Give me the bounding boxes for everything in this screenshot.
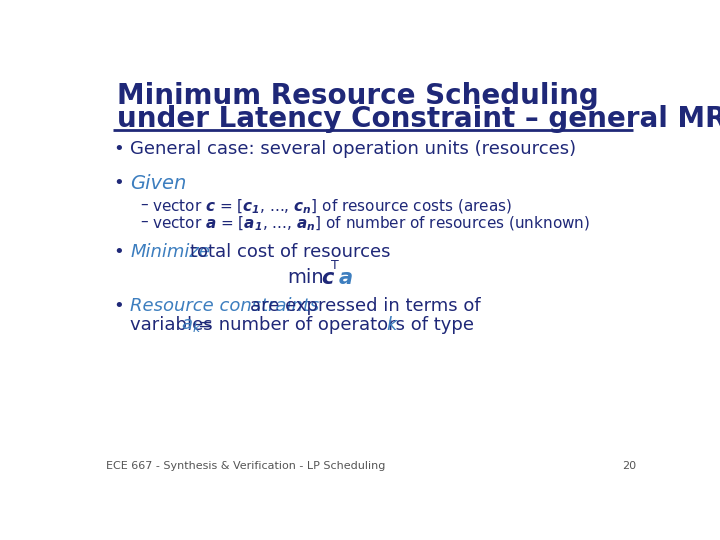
Text: ECE 667 - Synthesis & Verification - LP Scheduling: ECE 667 - Synthesis & Verification - LP …	[106, 461, 385, 471]
Text: •: •	[113, 140, 124, 158]
Text: total cost of resources: total cost of resources	[190, 244, 390, 261]
Text: vector $\bfit{a}$ = [$\bfit{a}_1$, ..., $\bfit{a}_n$] of number of resources (un: vector $\bfit{a}$ = [$\bfit{a}_1$, ..., …	[152, 214, 590, 233]
Text: Minimum Resource Scheduling: Minimum Resource Scheduling	[117, 82, 599, 110]
Text: 20: 20	[622, 461, 636, 471]
Text: $a_k$: $a_k$	[181, 316, 202, 334]
Text: •: •	[113, 174, 124, 192]
Text: under Latency Constraint – general MR-LC: under Latency Constraint – general MR-LC	[117, 105, 720, 133]
Text: Minimize: Minimize	[130, 244, 210, 261]
Text: Given: Given	[130, 174, 186, 193]
Text: –: –	[140, 214, 148, 229]
Text: General case: several operation units (resources): General case: several operation units (r…	[130, 140, 577, 158]
Text: –: –	[140, 197, 148, 212]
Text: T: T	[331, 259, 339, 272]
Text: $\bfit{c}$: $\bfit{c}$	[321, 268, 335, 288]
Text: min: min	[287, 268, 324, 287]
Text: Resource constraints: Resource constraints	[130, 298, 320, 315]
Text: vector $\bfit{c}$ = [$\bfit{c}_1$, ..., $\bfit{c}_n$] of resource costs (areas): vector $\bfit{c}$ = [$\bfit{c}_1$, ..., …	[152, 197, 512, 215]
Text: = number of operators of type: = number of operators of type	[199, 316, 480, 334]
Text: $k$: $k$	[386, 316, 399, 334]
Text: •: •	[113, 244, 124, 261]
Text: are expressed in terms of: are expressed in terms of	[250, 298, 480, 315]
Text: variables: variables	[130, 316, 219, 334]
Text: •: •	[113, 298, 124, 315]
Text: $\bfit{a}$: $\bfit{a}$	[338, 268, 353, 288]
